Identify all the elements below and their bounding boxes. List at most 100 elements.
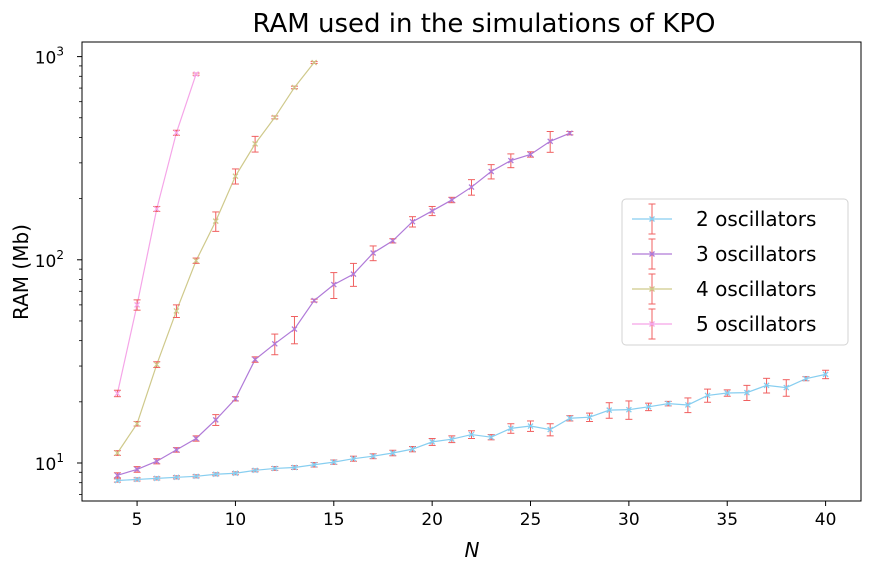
data-point — [193, 435, 200, 442]
x-tick-label: 10 — [225, 510, 247, 530]
data-point — [291, 326, 298, 333]
data-point — [311, 297, 318, 304]
data-point — [606, 407, 613, 414]
data-point — [350, 271, 357, 278]
data-point — [212, 416, 219, 423]
legend-label: 2 oscillators — [696, 207, 816, 231]
data-point — [291, 464, 298, 471]
data-point — [507, 157, 514, 164]
legend-label: 5 oscillators — [696, 312, 816, 336]
data-point — [665, 400, 672, 407]
data-point — [488, 434, 495, 441]
x-axis-label: N — [465, 538, 480, 562]
series — [113, 71, 200, 398]
data-point — [625, 406, 632, 413]
data-point — [724, 390, 731, 396]
data-point — [153, 458, 160, 465]
legend-box — [621, 198, 849, 346]
data-point — [173, 129, 180, 136]
data-point — [271, 114, 278, 121]
data-point — [232, 470, 239, 477]
data-point — [389, 237, 396, 244]
data-point — [704, 392, 711, 399]
data-point — [527, 423, 534, 429]
data-point — [212, 471, 219, 478]
data-point — [409, 446, 416, 453]
y-axis-label: RAM (Mb) — [9, 224, 33, 320]
data-point — [134, 466, 141, 473]
data-point — [173, 308, 180, 314]
y-tick-exponent: 1 — [56, 451, 64, 465]
data-point — [114, 477, 121, 484]
data-point — [252, 467, 259, 474]
y-tick-label: 102 — [35, 248, 64, 272]
data-point — [232, 173, 239, 180]
legend-swatch-marker — [649, 216, 655, 222]
data-point — [311, 59, 318, 66]
y-tick-exponent: 3 — [56, 45, 64, 59]
data-point — [645, 403, 652, 410]
data-point — [566, 415, 573, 422]
data-point — [252, 356, 259, 363]
data-point — [822, 371, 829, 378]
data-point — [547, 426, 554, 433]
x-tick-label: 40 — [815, 510, 837, 530]
data-point — [429, 438, 436, 445]
data-point — [763, 382, 770, 389]
data-point — [173, 446, 180, 453]
data-point — [173, 474, 180, 481]
data-point — [193, 71, 200, 78]
data-point — [488, 168, 495, 175]
data-point — [114, 472, 121, 479]
x-tick-label: 20 — [421, 510, 443, 530]
data-point — [291, 84, 298, 91]
series — [113, 369, 830, 484]
y-tick-base: 10 — [35, 49, 57, 69]
legend-label: 3 oscillators — [696, 242, 816, 266]
series — [113, 130, 574, 479]
data-point — [507, 425, 514, 432]
legend-swatch-marker — [649, 251, 655, 257]
data-point — [389, 450, 396, 456]
series-line — [117, 132, 571, 476]
chart-title: RAM used in the simulations of KPO — [252, 9, 715, 39]
data-point — [350, 455, 357, 462]
legend-swatch-marker — [649, 321, 655, 327]
legend-swatch-marker — [649, 286, 655, 292]
legend-label: 4 oscillators — [696, 277, 816, 301]
axes-frame — [81, 41, 862, 502]
series-line — [116, 73, 197, 394]
data-point — [586, 414, 593, 421]
y-tick-label: 101 — [35, 451, 64, 475]
y-tick-exponent: 2 — [56, 248, 64, 262]
data-point — [252, 140, 259, 147]
data-point — [566, 130, 573, 137]
data-point — [783, 384, 790, 391]
data-point — [193, 473, 200, 480]
x-tick-label: 25 — [520, 510, 542, 530]
x-tick-label: 5 — [132, 510, 143, 530]
data-point — [134, 476, 141, 483]
plot-area — [113, 59, 830, 484]
data-point — [429, 207, 436, 214]
data-point — [330, 459, 337, 466]
x-tick-label: 15 — [323, 510, 345, 530]
data-point — [743, 389, 750, 396]
data-point — [448, 197, 455, 203]
data-point — [547, 138, 554, 145]
data-point — [153, 475, 160, 482]
data-point — [468, 184, 475, 191]
data-point — [330, 281, 337, 288]
data-point — [527, 151, 534, 158]
data-point — [153, 361, 160, 368]
data-point — [114, 390, 121, 397]
data-point — [468, 431, 475, 438]
data-point — [271, 465, 278, 472]
data-point — [193, 257, 200, 264]
y-tick-base: 10 — [35, 455, 57, 475]
data-point — [114, 450, 121, 456]
data-point — [370, 453, 377, 460]
data-point — [232, 395, 239, 402]
